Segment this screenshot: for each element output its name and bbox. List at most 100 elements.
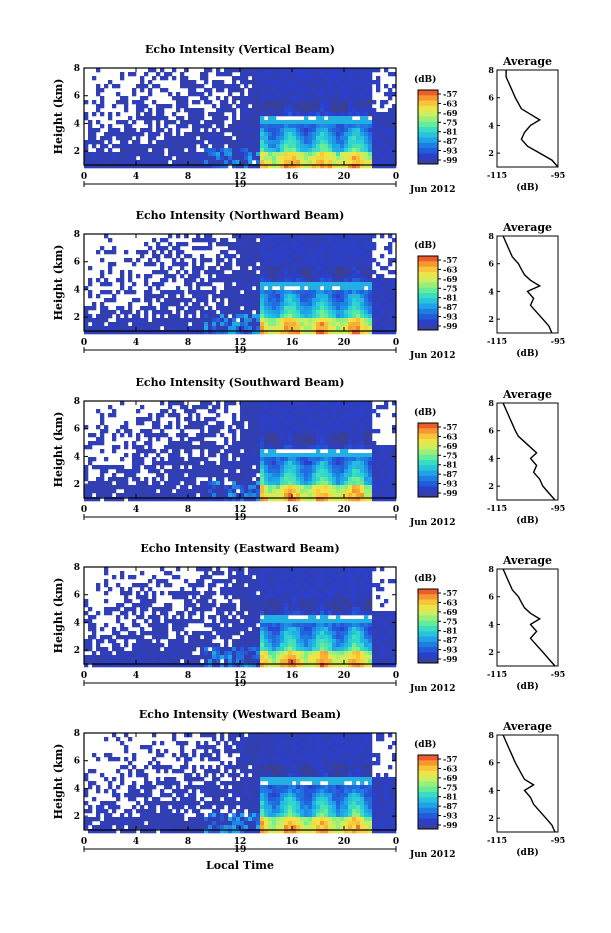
y-tick-label: 2 bbox=[74, 313, 80, 323]
heatmap-cell bbox=[364, 457, 368, 461]
heatmap-cell bbox=[188, 457, 192, 461]
heatmap-cell bbox=[252, 234, 256, 238]
heatmap-cell bbox=[88, 294, 92, 298]
heatmap-cell bbox=[248, 160, 252, 164]
heatmap-cell bbox=[228, 242, 232, 246]
heatmap-cell bbox=[316, 242, 320, 246]
heatmap-cell bbox=[332, 326, 336, 330]
heatmap-cell bbox=[236, 298, 240, 302]
heatmap-cell bbox=[356, 575, 360, 579]
heatmap-cell bbox=[380, 477, 384, 481]
heatmap-cell bbox=[176, 326, 180, 330]
heatmap-cell bbox=[132, 156, 136, 160]
heatmap-cell bbox=[320, 481, 324, 485]
heatmap-cell bbox=[332, 575, 336, 579]
heatmap-cell bbox=[200, 322, 204, 326]
heatmap-cell bbox=[108, 116, 112, 120]
heatmap-cell bbox=[276, 88, 280, 92]
heatmap-cell bbox=[360, 575, 364, 579]
heatmap-cell bbox=[256, 108, 260, 112]
heatmap-cell bbox=[188, 481, 192, 485]
heatmap-cell bbox=[208, 148, 212, 152]
heatmap-cell bbox=[252, 246, 256, 250]
heatmap-cell bbox=[288, 441, 292, 445]
heatmap-cell bbox=[252, 84, 256, 88]
heatmap-cell bbox=[344, 246, 348, 250]
heatmap-cell bbox=[232, 477, 236, 481]
heatmap-cell bbox=[140, 88, 144, 92]
average-x-tick-label: -95 bbox=[551, 503, 565, 513]
heatmap-cell bbox=[136, 148, 140, 152]
heatmap-cell bbox=[216, 567, 220, 571]
heatmap-cell bbox=[292, 234, 296, 238]
heatmap-cell bbox=[288, 405, 292, 409]
heatmap-cell bbox=[112, 489, 116, 493]
heatmap-cell bbox=[140, 80, 144, 84]
heatmap-cell bbox=[332, 278, 336, 282]
heatmap-cell bbox=[260, 433, 264, 437]
heatmap-cell bbox=[180, 441, 184, 445]
heatmap-cell bbox=[228, 144, 232, 148]
heatmap-cell bbox=[200, 132, 204, 136]
heatmap-cell bbox=[276, 148, 280, 152]
heatmap-cell bbox=[276, 254, 280, 258]
heatmap-cell bbox=[256, 278, 260, 282]
heatmap-cell bbox=[356, 441, 360, 445]
heatmap-cell bbox=[152, 262, 156, 266]
heatmap-cell bbox=[188, 148, 192, 152]
heatmap-cell bbox=[240, 567, 244, 571]
heatmap-cell bbox=[384, 140, 388, 144]
heatmap-cell bbox=[244, 445, 248, 449]
heatmap-cell bbox=[232, 441, 236, 445]
heatmap-cell bbox=[272, 405, 276, 409]
heatmap-cell bbox=[240, 144, 244, 148]
heatmap-cell bbox=[348, 318, 352, 322]
heatmap-cell bbox=[324, 465, 328, 469]
heatmap-cell bbox=[328, 567, 332, 571]
heatmap-cell bbox=[232, 88, 236, 92]
heatmap-cell bbox=[224, 326, 228, 330]
heatmap-cell bbox=[328, 250, 332, 254]
heatmap-cell bbox=[144, 274, 148, 278]
heatmap-cell bbox=[168, 322, 172, 326]
heatmap-cell bbox=[136, 453, 140, 457]
heatmap-cell bbox=[220, 425, 224, 429]
heatmap-cell bbox=[200, 473, 204, 477]
heatmap-cell bbox=[164, 425, 168, 429]
heatmap-cell bbox=[284, 242, 288, 246]
heatmap-cell bbox=[300, 425, 304, 429]
heatmap-cell bbox=[264, 587, 268, 591]
heatmap-cell bbox=[316, 571, 320, 575]
heatmap-cell bbox=[324, 326, 328, 330]
heatmap-cell bbox=[204, 144, 208, 148]
heatmap-cell bbox=[388, 156, 392, 160]
heatmap-cell bbox=[300, 278, 304, 282]
heatmap-cell bbox=[92, 156, 96, 160]
heatmap-cell bbox=[240, 68, 244, 72]
heatmap-cell bbox=[308, 140, 312, 144]
heatmap-cell bbox=[288, 290, 292, 294]
heatmap-cell bbox=[292, 246, 296, 250]
heatmap-cell bbox=[204, 326, 208, 330]
heatmap-cell bbox=[268, 425, 272, 429]
y-tick-label: 2 bbox=[74, 480, 80, 490]
heatmap-cell bbox=[316, 477, 320, 481]
heatmap-cell bbox=[220, 453, 224, 457]
heatmap-cell bbox=[172, 120, 176, 124]
heatmap-cell bbox=[312, 409, 316, 413]
heatmap-cell bbox=[320, 310, 324, 314]
heatmap-cell bbox=[284, 258, 288, 262]
heatmap-cell bbox=[240, 282, 244, 286]
heatmap-cell bbox=[332, 493, 336, 497]
heatmap-cell bbox=[208, 433, 212, 437]
heatmap-cell bbox=[160, 88, 164, 92]
heatmap-cell bbox=[320, 579, 324, 583]
heatmap-cell bbox=[284, 453, 288, 457]
heatmap-cell bbox=[320, 258, 324, 262]
heatmap-cell bbox=[96, 156, 100, 160]
heatmap-cell bbox=[356, 437, 360, 441]
heatmap-cell bbox=[292, 266, 296, 270]
heatmap-cell bbox=[180, 437, 184, 441]
heatmap-cell bbox=[336, 318, 340, 322]
heatmap-cell bbox=[248, 485, 252, 489]
